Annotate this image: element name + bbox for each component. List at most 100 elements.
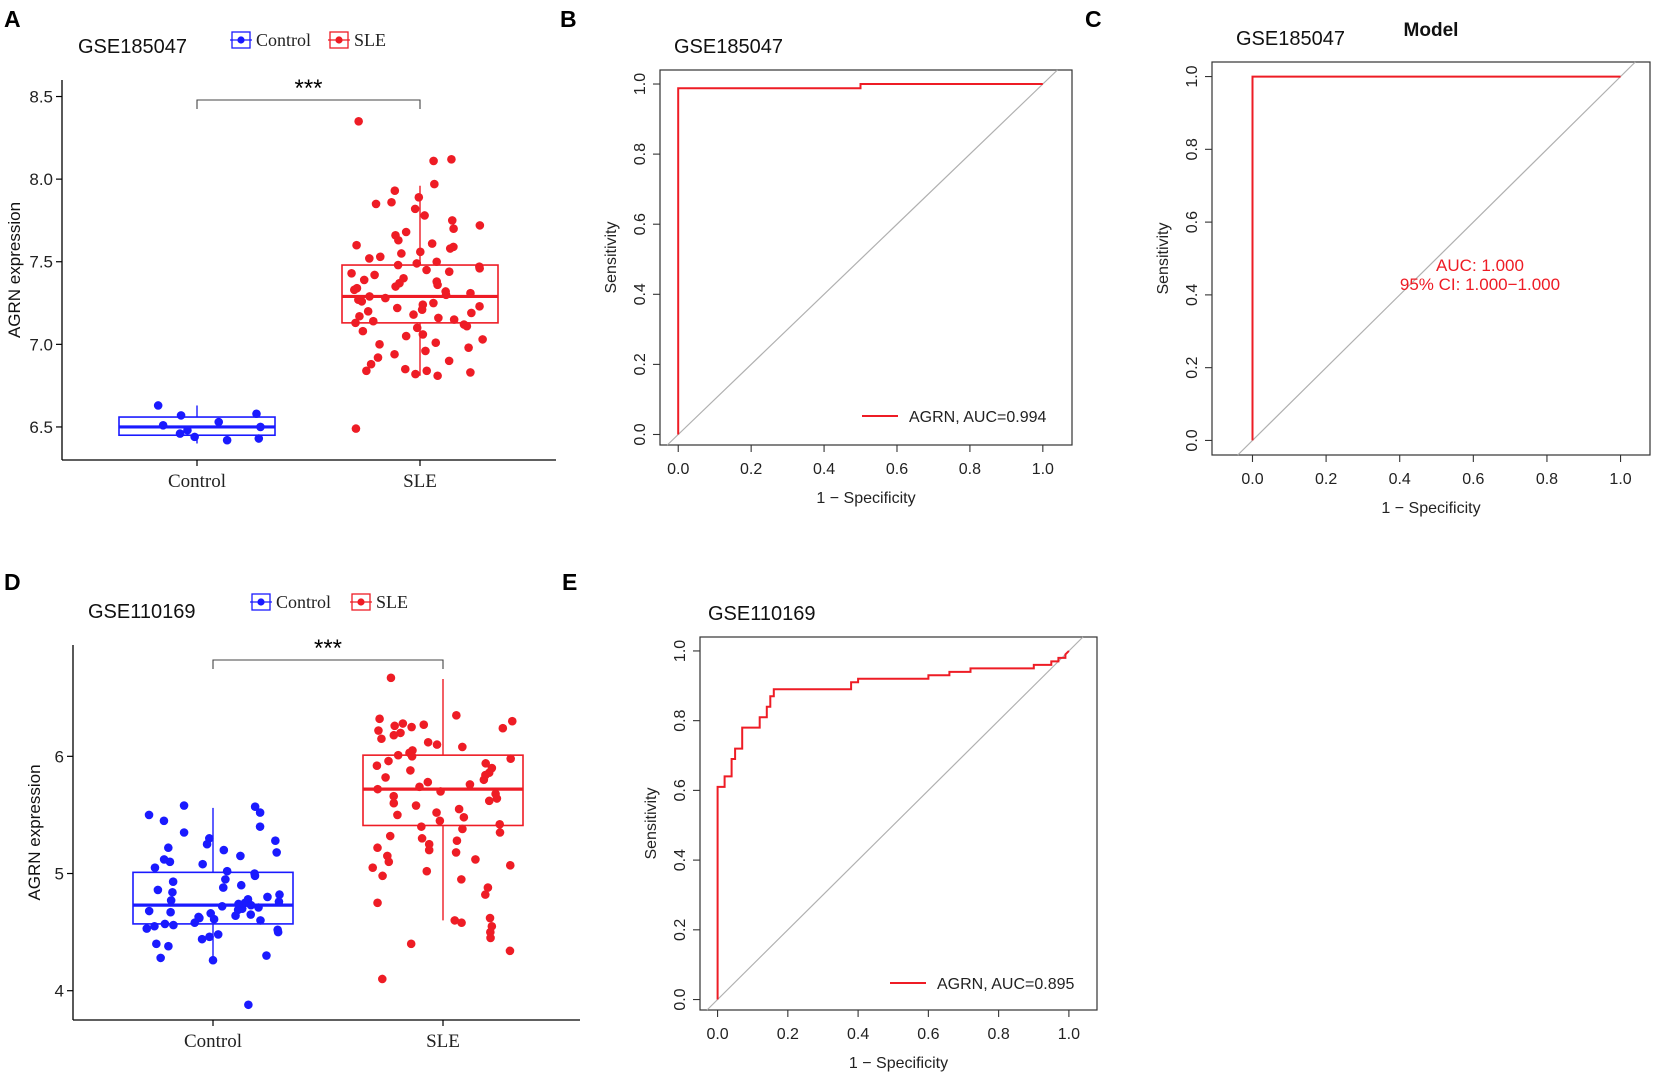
dataset-label: GSE185047 xyxy=(1236,28,1345,50)
data-point xyxy=(254,903,263,912)
x-tick-label: 0.2 xyxy=(740,461,762,478)
data-point xyxy=(222,435,232,445)
auc-annotation: AUC: 1.000 xyxy=(1436,256,1524,275)
data-point xyxy=(371,199,381,209)
data-point xyxy=(374,726,383,735)
data-point xyxy=(250,802,260,812)
x-tick-label: 0.8 xyxy=(1536,471,1558,488)
legend-key-dot xyxy=(257,598,265,606)
data-point xyxy=(505,861,515,870)
data-point xyxy=(495,819,505,829)
data-point xyxy=(430,179,439,189)
data-point xyxy=(412,259,422,268)
data-point xyxy=(445,244,455,253)
data-point xyxy=(390,349,399,359)
data-point xyxy=(246,900,256,910)
data-point xyxy=(483,883,493,892)
x-tick-label: 0.4 xyxy=(1389,471,1411,488)
data-point xyxy=(424,845,434,855)
data-point xyxy=(457,918,466,928)
data-point xyxy=(466,288,475,298)
data-point xyxy=(393,810,402,820)
data-point xyxy=(214,417,224,427)
data-point xyxy=(150,863,160,872)
data-point xyxy=(352,240,361,250)
data-point xyxy=(433,371,442,381)
roc-panel-b: 0.0 0.0 0.2 0.2 0.4 0.4 0.6 0.6 0.8 0.8 1.0 1.0 1 − … xyxy=(603,36,1073,507)
data-point xyxy=(381,773,390,782)
data-point xyxy=(393,260,403,270)
data-point xyxy=(400,364,410,374)
data-point xyxy=(365,254,374,263)
data-point xyxy=(417,834,427,843)
data-point xyxy=(168,887,177,897)
data-point xyxy=(434,313,443,323)
data-point xyxy=(256,916,265,925)
data-point xyxy=(271,836,280,846)
data-point xyxy=(153,885,163,895)
data-point xyxy=(273,927,283,937)
y-tick-label: 6.5 xyxy=(29,418,53,437)
data-point xyxy=(433,280,442,290)
data-point xyxy=(255,822,265,831)
data-point xyxy=(357,297,367,306)
x-category-label: SLE xyxy=(426,1031,460,1052)
data-point xyxy=(358,326,368,336)
data-point xyxy=(179,828,189,837)
data-point xyxy=(169,920,178,930)
x-axis-label: 1 − Specificity xyxy=(1381,500,1480,517)
chart-title: GSE185047 xyxy=(78,36,187,58)
data-point xyxy=(414,193,424,202)
data-point xyxy=(190,918,199,928)
box-iqr xyxy=(132,871,294,925)
data-point xyxy=(406,939,416,949)
data-point xyxy=(179,801,189,810)
data-point xyxy=(417,822,426,831)
data-point xyxy=(209,914,219,924)
group-control xyxy=(118,401,276,445)
data-point xyxy=(422,366,432,376)
data-point xyxy=(492,794,502,803)
chart-title: GSE110169 xyxy=(88,601,196,623)
data-point xyxy=(444,267,454,276)
data-point xyxy=(462,321,472,331)
x-tick-label: 0.6 xyxy=(886,461,908,478)
y-tick-label: 0.2 xyxy=(1184,356,1201,378)
data-point xyxy=(389,798,399,808)
data-point xyxy=(375,340,384,349)
data-point xyxy=(466,368,475,377)
plot-frame xyxy=(659,69,1073,446)
data-point xyxy=(378,871,387,881)
data-point xyxy=(429,156,438,166)
data-point xyxy=(409,310,418,319)
roc-panel-e: 0.0 0.0 0.2 0.2 0.4 0.4 0.6 0.6 0.8 0.8 1.0 1.0 1 − … xyxy=(643,603,1098,1072)
data-point xyxy=(396,728,405,738)
group-sle xyxy=(341,117,499,433)
y-tick-label: 8.5 xyxy=(29,88,53,107)
data-point xyxy=(441,290,451,300)
panel-letter-c: C xyxy=(1085,6,1102,32)
data-point xyxy=(422,866,432,876)
boxplot-panel-a: 6.5 7.0 7.5 8.0 8.5 Control SLE AGRN expression… xyxy=(5,30,556,492)
legend-label-sle: SLE xyxy=(376,592,408,612)
data-point xyxy=(418,330,428,339)
reference-diagonal xyxy=(1237,61,1636,456)
data-point xyxy=(435,816,445,826)
data-point xyxy=(457,875,466,884)
y-tick-label: 6 xyxy=(55,747,64,766)
data-point xyxy=(377,974,387,984)
data-point xyxy=(436,787,445,796)
legend-label-control: Control xyxy=(276,592,331,612)
boxplot-panel-d: 4 5 6 Control SLE AGRN expression GSE110169 Con… xyxy=(25,592,580,1052)
data-point xyxy=(506,754,515,763)
data-point xyxy=(363,307,373,316)
data-point xyxy=(485,913,495,923)
group-sle xyxy=(362,673,524,984)
y-tick-label: 0.6 xyxy=(632,213,649,235)
legend-label-control: Control xyxy=(256,30,311,50)
data-point xyxy=(381,293,390,303)
data-point xyxy=(407,752,417,761)
data-point xyxy=(158,421,168,430)
data-point xyxy=(401,227,411,237)
x-tick-label: 0.2 xyxy=(777,1026,799,1043)
